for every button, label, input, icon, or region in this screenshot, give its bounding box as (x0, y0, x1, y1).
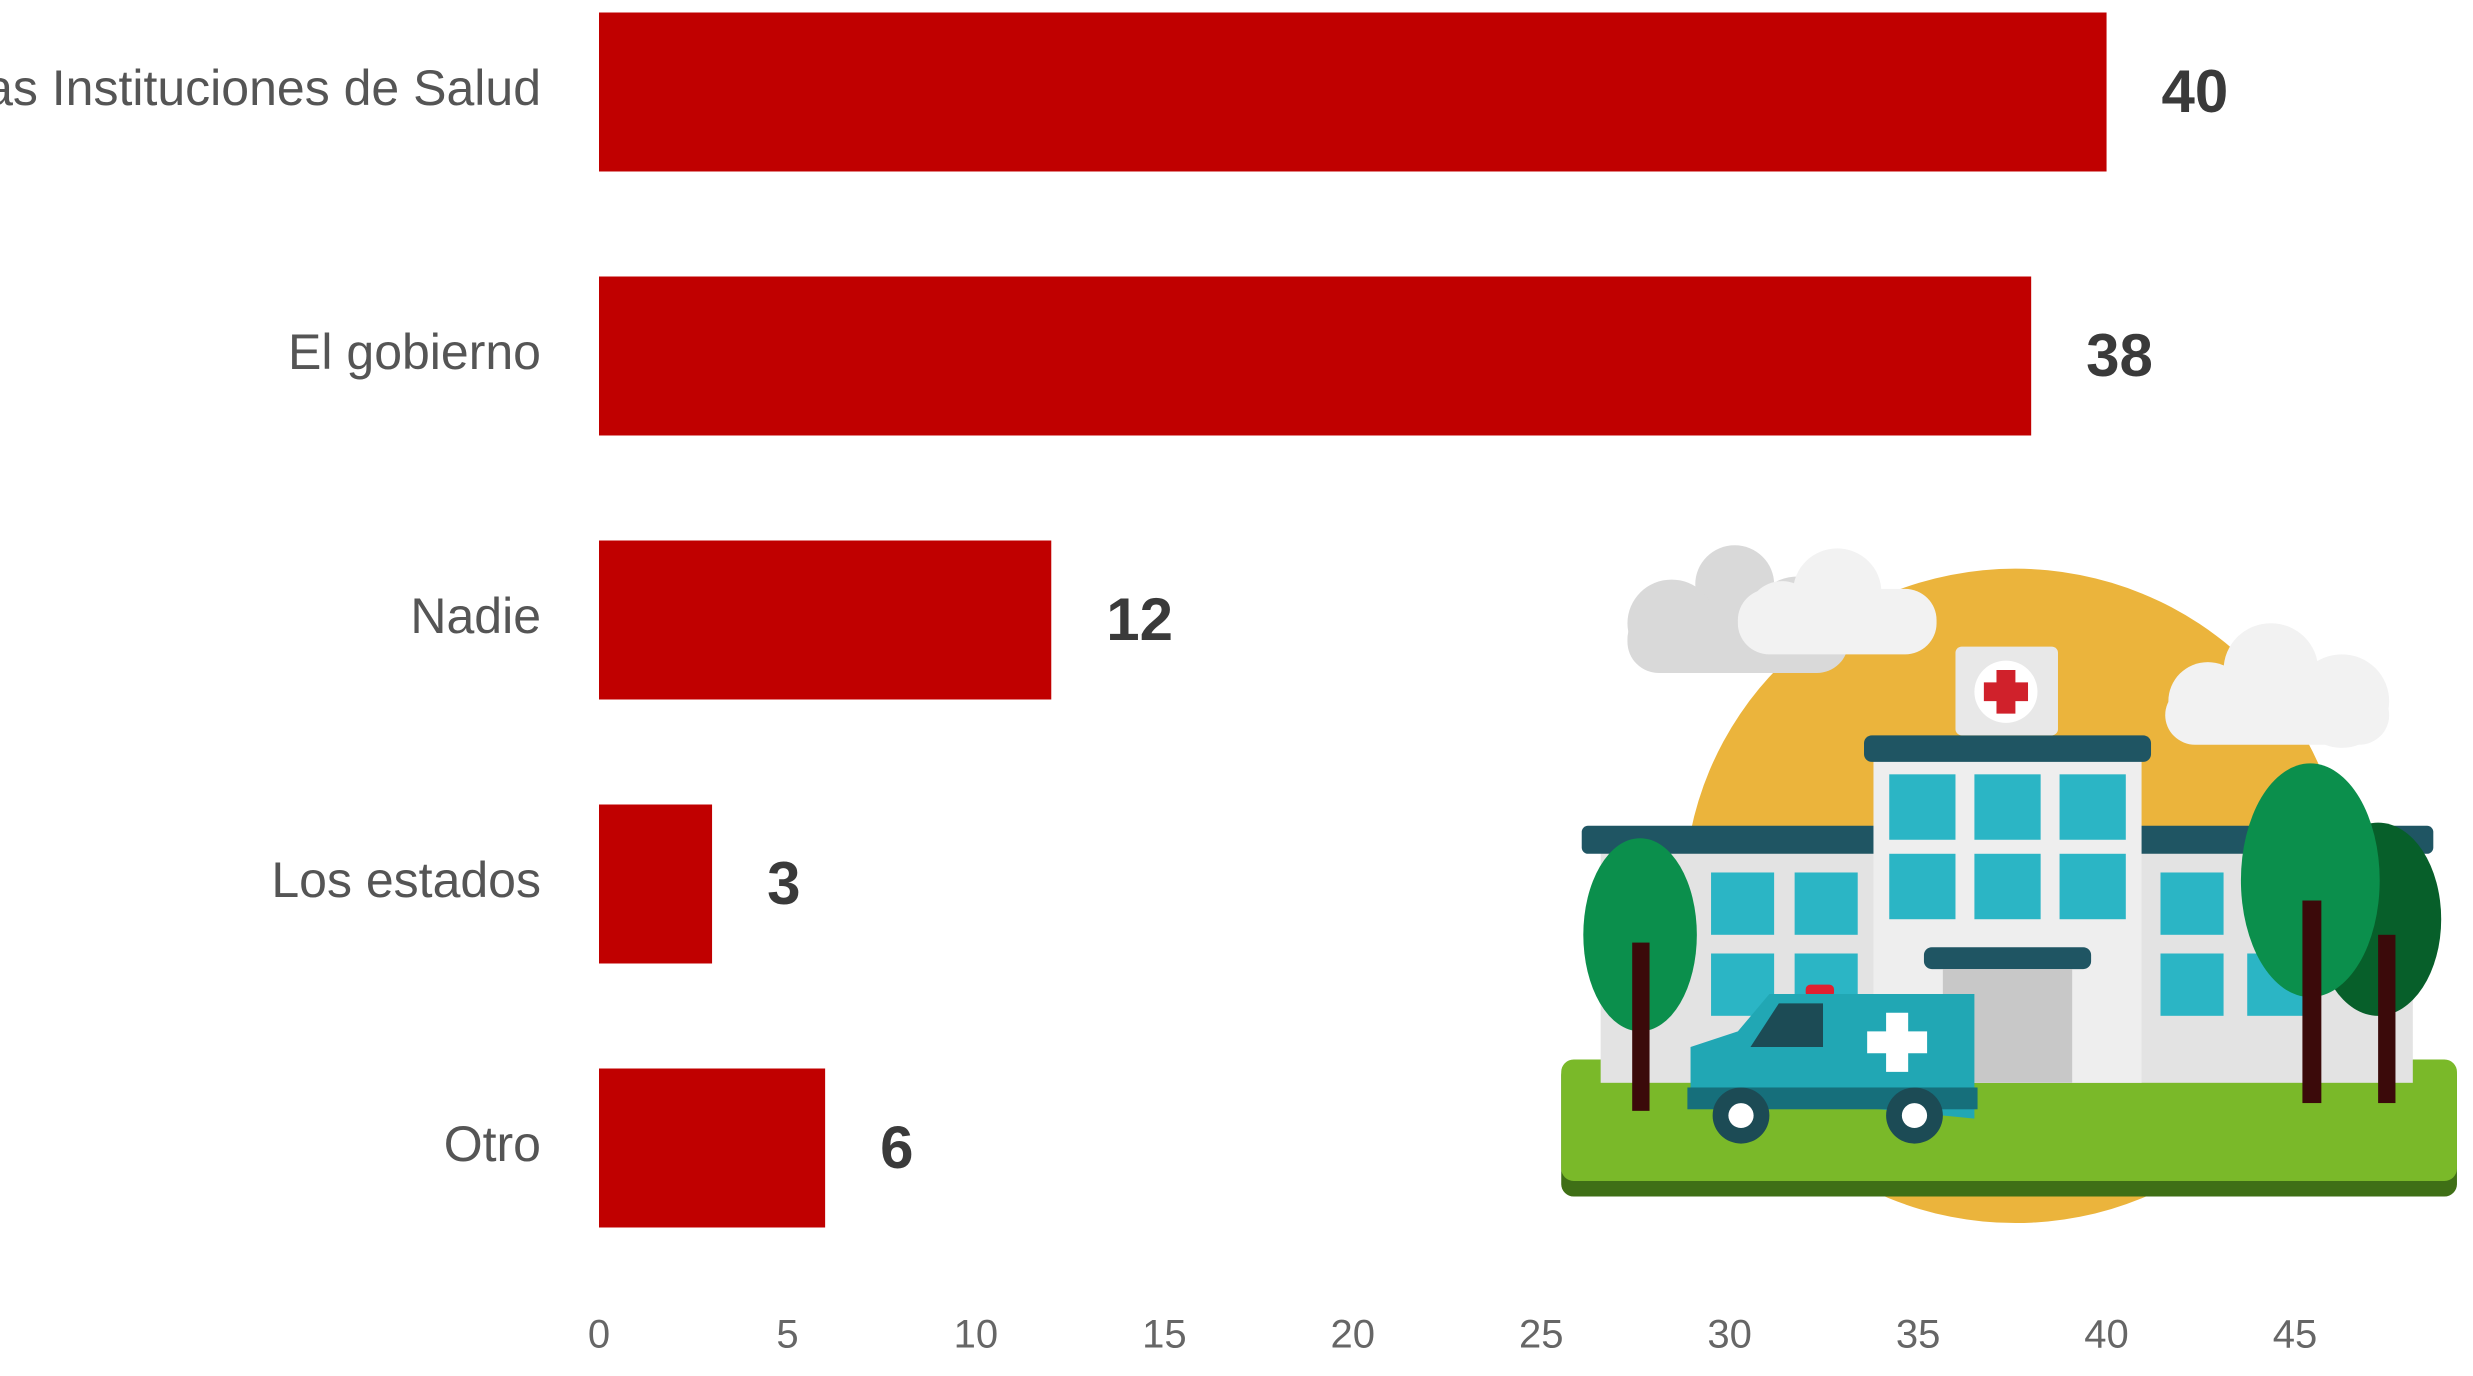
x-tick-label: 25 (1519, 1313, 1564, 1357)
ambulance (1687, 984, 1978, 1144)
illustration-part (1901, 1103, 1928, 1128)
tree (1583, 763, 2442, 1111)
illustration-part (1867, 1012, 1928, 1072)
x-tick-label: 45 (2273, 1313, 2318, 1357)
x-tick-label: 10 (954, 1313, 999, 1357)
x-tick-label: 30 (1707, 1313, 1752, 1357)
value-label: 38 (2086, 322, 2153, 389)
bar (599, 276, 2032, 436)
value-label: 3 (767, 850, 800, 917)
illustration-part (2165, 685, 2390, 745)
tower-roof (1864, 735, 2152, 762)
value-label: 40 (2162, 58, 2229, 125)
category-label: Los estados (271, 852, 541, 908)
category-label: Otro (444, 1116, 541, 1172)
illustration-part (1974, 853, 2041, 920)
bar (599, 12, 2107, 172)
illustration-part (1974, 774, 2041, 840)
cloud (1737, 548, 2390, 748)
illustration-part (1583, 838, 1697, 1032)
hospital-illustration (1561, 545, 2457, 1224)
x-tick-label: 5 (776, 1313, 798, 1357)
category-label: Nadie (410, 588, 541, 644)
red-cross (1983, 669, 2029, 714)
category-label: El gobierno (288, 324, 541, 380)
x-tick-label: 40 (2084, 1313, 2129, 1357)
illustration-part (1632, 942, 1650, 1111)
bar (599, 804, 713, 964)
illustration-part (1737, 588, 1937, 655)
illustration-part (2302, 900, 2322, 1104)
illustration-part (1750, 1003, 1824, 1047)
category-label: Las Instituciones de Salud (0, 60, 541, 116)
illustration-part (2160, 953, 2224, 1016)
illustration-part (1889, 853, 1956, 920)
x-tick-label: 20 (1331, 1313, 1376, 1357)
illustration-part (2240, 763, 2380, 998)
x-tick-label: 15 (1142, 1313, 1187, 1357)
illustration-part (1711, 872, 1775, 935)
illustration-part (1889, 774, 1956, 840)
entrance-canopy (1923, 947, 2092, 970)
value-label: 12 (1106, 586, 1173, 653)
illustration-part (1728, 1103, 1754, 1128)
illustration-part (2378, 934, 2396, 1104)
value-label: 6 (880, 1114, 913, 1181)
illustration-part (2160, 872, 2224, 935)
bar (599, 1068, 826, 1228)
bar (599, 540, 1052, 700)
x-tick-label: 35 (1896, 1313, 1941, 1357)
illustration-part (2059, 853, 2126, 920)
illustration-part (1794, 872, 1858, 935)
illustration-part (2059, 774, 2126, 840)
tower-windows (1889, 774, 2126, 920)
x-tick-label: 0 (588, 1313, 610, 1357)
